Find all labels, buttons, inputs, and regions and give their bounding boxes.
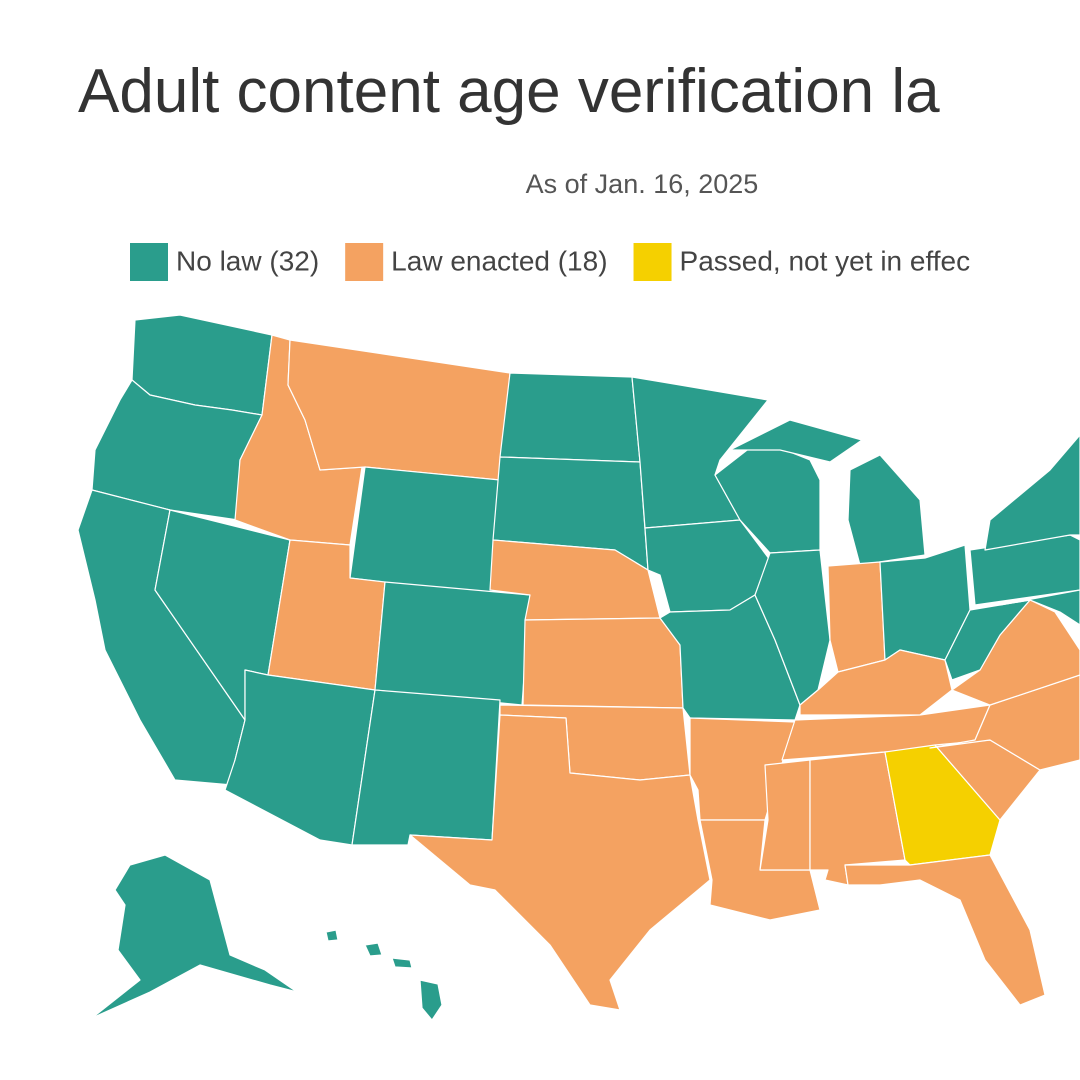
state bbox=[391, 957, 413, 969]
state bbox=[325, 929, 339, 942]
state bbox=[729, 419, 863, 463]
state bbox=[827, 561, 886, 673]
legend-label: No law (32) bbox=[176, 245, 319, 276]
legend-swatch bbox=[130, 243, 168, 281]
legend: No law (32) Law enacted (18) Passed, not y… bbox=[130, 243, 970, 281]
state bbox=[847, 454, 926, 566]
state bbox=[984, 434, 1080, 551]
state bbox=[999, 589, 1080, 626]
state bbox=[844, 854, 1046, 1006]
state bbox=[419, 979, 443, 1021]
state bbox=[351, 689, 501, 846]
state bbox=[409, 714, 711, 1011]
state bbox=[224, 669, 376, 846]
state bbox=[944, 599, 1031, 681]
us-map bbox=[77, 314, 1080, 1021]
legend-swatch bbox=[345, 243, 384, 281]
title: Adult content age verification la bbox=[78, 57, 940, 126]
state bbox=[374, 581, 531, 706]
state bbox=[349, 466, 501, 596]
state bbox=[522, 617, 684, 709]
legend-label: Passed, not yet in effec bbox=[680, 245, 971, 276]
legend-label: Law enacted (18) bbox=[391, 245, 607, 276]
state bbox=[91, 854, 298, 1019]
state bbox=[499, 372, 641, 463]
legend-swatch bbox=[633, 243, 672, 281]
state bbox=[759, 759, 811, 871]
state bbox=[364, 942, 383, 957]
subtitle: As of Jan. 16, 2025 bbox=[526, 169, 759, 199]
state bbox=[799, 649, 953, 716]
state bbox=[929, 674, 1080, 771]
state bbox=[287, 339, 511, 481]
